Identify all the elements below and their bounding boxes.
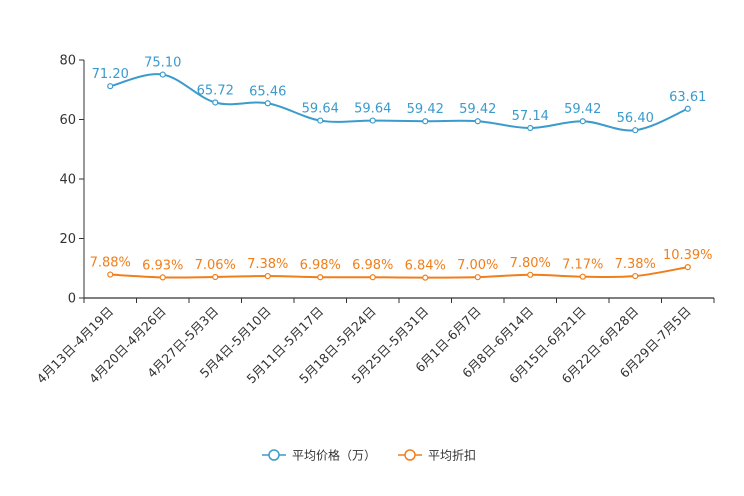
data-point[interactable] xyxy=(579,118,586,125)
y-axis-layer: 0 20 40 60 80 xyxy=(59,54,85,307)
data-point[interactable] xyxy=(107,271,114,278)
legend-marker-icon xyxy=(404,449,416,461)
series-layer: 71.20 75.10 65.72 65.46 59.64 59.64 59.42 59.42… xyxy=(90,56,713,281)
data-point[interactable] xyxy=(369,117,376,124)
series-line-1 xyxy=(109,73,689,132)
data-point[interactable] xyxy=(632,272,639,280)
data-point[interactable] xyxy=(422,274,429,281)
data-label: 59.64 xyxy=(302,102,339,117)
data-point[interactable] xyxy=(159,274,166,281)
data-label: 7.88% xyxy=(90,256,131,271)
data-label: 6.98% xyxy=(352,258,393,273)
data-point[interactable] xyxy=(527,271,534,278)
data-label: 59.64 xyxy=(354,102,391,117)
legend-marker-icon xyxy=(268,449,280,461)
legend-label: 平均折扣 xyxy=(428,448,476,463)
data-point[interactable] xyxy=(212,99,219,106)
data-point[interactable] xyxy=(317,274,324,281)
data-label: 7.17% xyxy=(562,258,603,273)
data-point[interactable] xyxy=(579,273,586,280)
y-tick-label: 20 xyxy=(59,232,76,247)
data-label: 6.84% xyxy=(405,259,446,274)
data-label: 59.42 xyxy=(459,102,496,117)
data-point[interactable] xyxy=(212,273,219,281)
data-label: 6.98% xyxy=(300,258,341,273)
legend-item-1[interactable]: 平均价格（万） xyxy=(262,448,376,463)
data-label: 7.38% xyxy=(247,257,288,272)
data-point[interactable] xyxy=(159,71,166,78)
data-label: 7.80% xyxy=(510,256,551,271)
data-label: 65.72 xyxy=(197,83,234,98)
data-point[interactable] xyxy=(369,274,376,281)
data-label: 71.20 xyxy=(92,67,129,82)
data-point[interactable] xyxy=(684,263,691,271)
y-tick-label: 80 xyxy=(59,54,76,69)
data-point[interactable] xyxy=(317,117,324,124)
legend-label: 平均价格（万） xyxy=(292,448,376,463)
data-label: 75.10 xyxy=(144,56,181,71)
data-point[interactable] xyxy=(422,118,429,125)
data-label: 7.38% xyxy=(615,257,656,272)
series-line-2 xyxy=(110,266,688,279)
data-point[interactable] xyxy=(474,118,481,125)
data-label: 59.42 xyxy=(564,102,601,117)
y-tick-label: 0 xyxy=(68,292,76,307)
data-point[interactable] xyxy=(684,105,691,112)
data-label: 56.40 xyxy=(617,111,654,126)
data-point[interactable] xyxy=(264,272,271,280)
data-label: 63.61 xyxy=(669,90,706,105)
legend[interactable]: 平均价格（万） 平均折扣 xyxy=(262,448,476,463)
y-tick-label: 60 xyxy=(59,113,76,128)
data-label: 7.06% xyxy=(195,258,236,273)
data-point[interactable] xyxy=(107,83,114,90)
data-point[interactable] xyxy=(527,124,534,132)
data-point[interactable] xyxy=(474,274,481,281)
data-label: 65.46 xyxy=(249,84,286,99)
legend-item-2[interactable]: 平均折扣 xyxy=(398,448,476,463)
data-label: 59.42 xyxy=(407,102,444,117)
data-point[interactable] xyxy=(264,100,271,107)
data-point[interactable] xyxy=(632,127,639,134)
data-label: 6.93% xyxy=(142,258,183,273)
data-label: 7.00% xyxy=(457,258,498,273)
y-tick-label: 40 xyxy=(59,173,76,188)
data-label: 57.14 xyxy=(512,109,549,124)
x-axis-layer: 4月13日-4月19日4月20日-4月26日4月27日-5月3日5月4日-5月1… xyxy=(33,297,715,386)
data-label: 10.39% xyxy=(663,248,713,263)
